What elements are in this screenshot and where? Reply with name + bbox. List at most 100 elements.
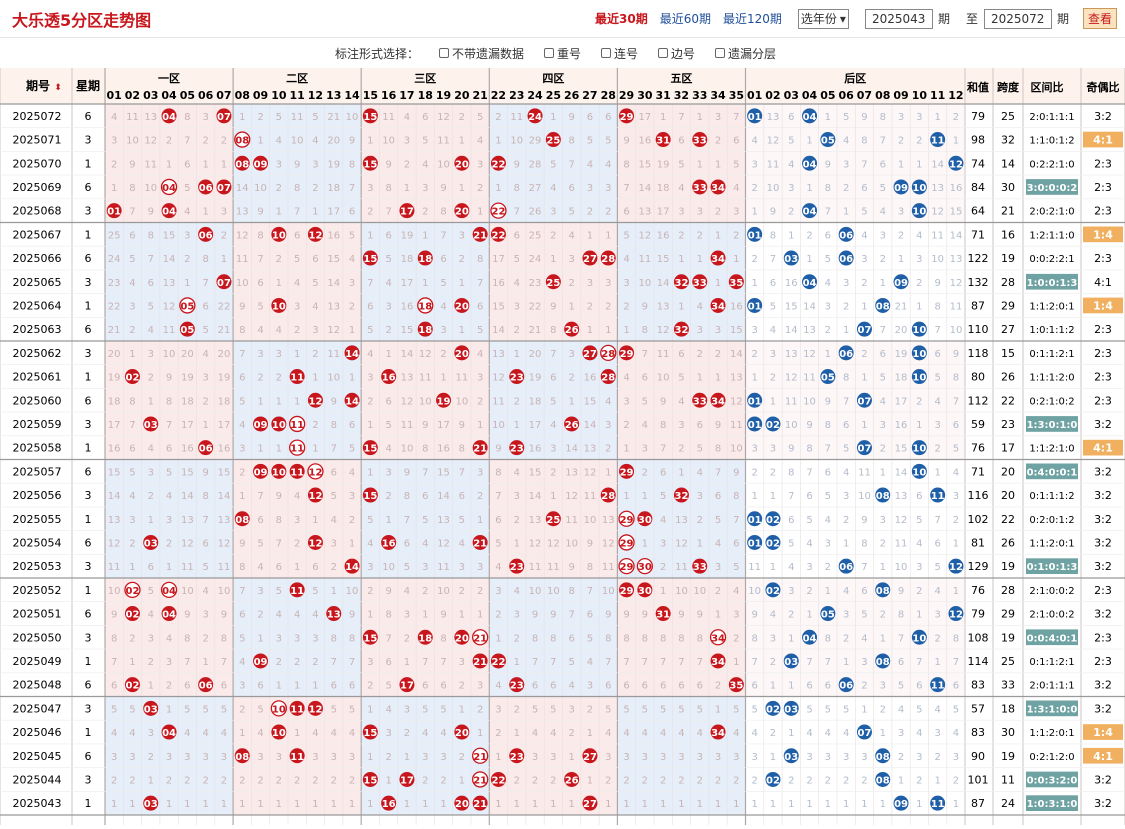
omission-value: 2	[770, 728, 776, 739]
zone-cell-bg	[361, 104, 490, 128]
omission-value: 1	[678, 799, 684, 810]
front-ball-number: 15	[363, 254, 377, 265]
omission-value: 3	[148, 633, 154, 644]
checkbox-icon[interactable]	[438, 48, 449, 58]
back-ball	[783, 653, 799, 669]
week-cell: 3	[85, 773, 92, 786]
omission-value: 2	[843, 515, 849, 526]
omission-value: 13	[327, 301, 340, 312]
omission-value: 7	[349, 657, 355, 668]
zone-cell-bg	[489, 649, 618, 673]
omission-value: 1	[422, 610, 428, 621]
omission-value: 16	[529, 444, 542, 455]
week-cell: 1	[85, 371, 92, 384]
omission-value: 17	[181, 420, 194, 431]
front-ball-repeat	[160, 178, 178, 196]
odd-even-cell: 3:2	[1094, 513, 1112, 526]
omission-value: 2	[715, 681, 721, 692]
omission-value: 7	[880, 325, 886, 336]
omission-value: 2	[660, 562, 666, 573]
front-ball-number: 24	[528, 112, 542, 123]
checkbox-icon[interactable]	[543, 48, 554, 58]
span-cell: 19	[1001, 252, 1015, 265]
checkbox-icon[interactable]	[658, 48, 669, 58]
omission-value: 10	[346, 586, 359, 597]
omission-value: 2	[477, 586, 483, 597]
front-ball-number: 33	[693, 562, 707, 573]
front-ball	[362, 108, 378, 124]
front-number-header: 02	[125, 89, 140, 102]
back-ball-number: 08	[876, 657, 890, 668]
range-120-link[interactable]: 最近120期	[722, 12, 782, 26]
omission-value: 11	[181, 562, 194, 573]
front-ball-number: 21	[473, 775, 487, 786]
omission-value: 2	[404, 159, 410, 170]
omission-value: 1	[440, 799, 446, 810]
omission-value: 3	[715, 562, 721, 573]
omission-value: 1	[276, 207, 282, 218]
front-ball-repeat	[270, 700, 288, 717]
omission-value: 13	[492, 349, 505, 360]
omission-value: 2	[459, 254, 465, 265]
omission-value: 3	[751, 325, 757, 336]
omission-value: 6	[239, 610, 245, 621]
omission-value: 15	[950, 207, 963, 218]
range-30-link[interactable]: 最近30期	[595, 12, 648, 26]
front-ball-number: 35	[729, 681, 743, 692]
omission-value: 1	[495, 183, 501, 194]
omission-value: 8	[349, 159, 355, 170]
omission-value: 3	[825, 538, 831, 549]
front-ball	[289, 748, 305, 764]
back-ball	[783, 748, 799, 764]
omission-value: 8	[239, 325, 245, 336]
omission-value: 8	[349, 633, 355, 644]
front-ball-number: 11	[290, 444, 304, 455]
back-ball	[856, 392, 872, 408]
omission-value: 1	[953, 586, 959, 597]
omission-value: 9	[184, 610, 190, 621]
omission-value: 8	[678, 633, 684, 644]
to-issue-input[interactable]: 2025072	[983, 8, 1052, 29]
query-button[interactable]: 查看	[1082, 8, 1117, 29]
back-ball	[747, 416, 763, 432]
front-ball-repeat	[417, 297, 434, 314]
front-ball-number: 18	[418, 254, 432, 265]
front-ball-number: 29	[620, 586, 634, 597]
year-select[interactable]: 选年份 ▾	[797, 8, 849, 29]
omission-value: 1	[312, 207, 318, 218]
issue-cell: 2025052	[13, 584, 62, 597]
front-ball	[362, 250, 378, 266]
back-ball	[838, 345, 854, 361]
front-ball-number: 12	[308, 467, 322, 478]
option-repeat[interactable]: 重号	[538, 45, 581, 62]
omission-value: 8	[697, 633, 703, 644]
omission-value: 7	[806, 657, 812, 668]
omission-value: 1	[404, 752, 410, 763]
omission-value: 18	[327, 183, 340, 194]
omission-value: 2	[953, 515, 959, 526]
front-ball	[655, 132, 671, 148]
omission-value: 5	[678, 373, 684, 384]
option-no-omission[interactable]: 不带遗漏数据	[433, 45, 524, 62]
checkbox-icon[interactable]	[715, 48, 726, 58]
omission-value: 2	[916, 136, 922, 147]
front-ball-repeat	[307, 463, 324, 480]
option-consecutive[interactable]: 连号	[595, 45, 638, 62]
omission-value: 11	[455, 373, 468, 384]
trend-table: 期号 ⬍ 星期 一区 二区 三区 四区 五区 后区 01 02 03 04 05 06 07 08 09 10 11 1…	[0, 68, 1125, 825]
front-ball-number: 09	[254, 159, 268, 170]
omission-value: 10	[565, 538, 578, 549]
option-edge[interactable]: 边号	[652, 45, 695, 62]
omission-value: 11	[144, 159, 157, 170]
omission-value: 8	[331, 420, 337, 431]
omission-value: 3	[660, 752, 666, 763]
omission-value: 4	[697, 728, 703, 739]
sum-cell: 132	[968, 276, 989, 289]
from-issue-input[interactable]: 2025043	[864, 8, 933, 29]
front-ball	[143, 534, 159, 550]
range-60-link[interactable]: 最近60期	[659, 12, 711, 26]
omission-value: 1	[623, 325, 629, 336]
omission-value: 4	[331, 515, 337, 526]
checkbox-icon[interactable]	[601, 48, 611, 58]
option-omission-layer[interactable]: 遗漏分层	[709, 45, 776, 62]
